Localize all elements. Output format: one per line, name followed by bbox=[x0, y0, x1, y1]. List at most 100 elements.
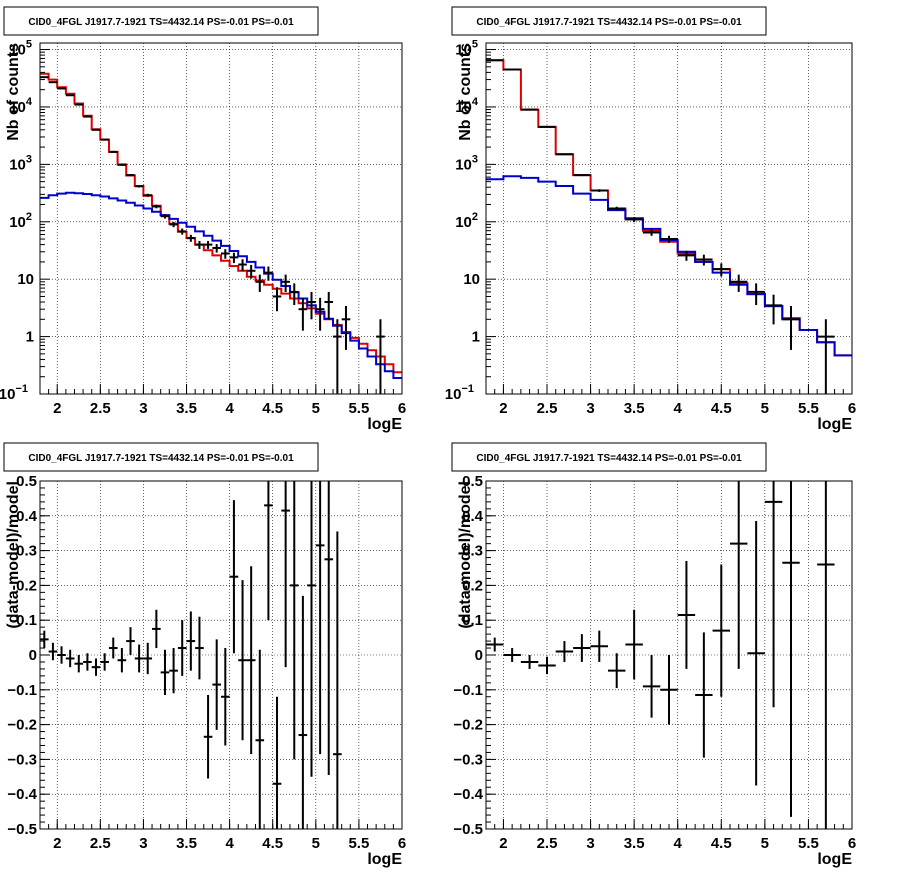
data-point bbox=[538, 656, 556, 675]
y-axis-title: (data-model)/model bbox=[5, 481, 22, 629]
chart-title-box: CID0_4FGL J1917.7-1921 TS=4432.14 PS=-0.… bbox=[451, 442, 767, 472]
y-tick-label: 10 bbox=[463, 271, 480, 288]
y-tick-label: −0.1 bbox=[453, 682, 483, 699]
chart-title: CID0_4FGL J1917.7-1921 TS=4432.14 PS=-0.… bbox=[476, 453, 742, 464]
data-point bbox=[677, 250, 696, 261]
y-tick-exponent: 5 bbox=[26, 39, 32, 51]
histogram-series-1 bbox=[486, 59, 852, 357]
y-tick-label: 0.1 bbox=[16, 612, 37, 629]
data-point bbox=[817, 481, 835, 829]
data-point bbox=[74, 655, 84, 673]
data-point bbox=[590, 630, 608, 662]
data-point bbox=[221, 249, 230, 259]
x-tick-label: 4.5 bbox=[711, 400, 732, 417]
data-point bbox=[126, 627, 135, 655]
grid bbox=[486, 43, 853, 395]
data-point bbox=[712, 263, 730, 277]
y-axis: −0.5 −0.4 −0.3 −0.2 −0.1 0 0.1 0.2 0.3 0.4 0.5 bbox=[453, 473, 496, 838]
x-tick-label: 6 bbox=[848, 835, 856, 852]
x-tick-label: 2.5 bbox=[90, 835, 111, 852]
x-tick-label: 2.5 bbox=[537, 835, 558, 852]
chart-title-box: CID0_4FGL J1917.7-1921 TS=4432.14 PS=-0.… bbox=[451, 6, 767, 36]
data-point bbox=[255, 274, 265, 292]
y-tick-exponent: 2 bbox=[472, 211, 478, 223]
title-box-frame bbox=[3, 6, 319, 36]
x-tick-label: 4 bbox=[674, 835, 683, 852]
y-tick-label: 104 bbox=[455, 96, 479, 116]
y-tick-label: 0.2 bbox=[16, 577, 37, 594]
y-tick-label: −0.1 bbox=[7, 682, 37, 699]
data-point bbox=[764, 294, 783, 325]
data-point bbox=[677, 561, 696, 669]
x-tick-label: 2 bbox=[53, 400, 61, 417]
data-point bbox=[246, 264, 256, 279]
y-axis-title: Nb of counts bbox=[5, 43, 22, 141]
y-tick-base: 10 bbox=[455, 214, 472, 231]
data-point bbox=[272, 287, 282, 312]
y-tick-label: −0.2 bbox=[7, 717, 37, 734]
title-box-frame bbox=[451, 6, 767, 36]
y-tick-exponent: 3 bbox=[472, 153, 478, 165]
chart-panel-2: CID0_4FGL J1917.7-1921 TS=4432.14 PS=-0.… bbox=[445, 6, 856, 433]
y-tick-label: 10−1 bbox=[0, 383, 28, 403]
y-tick-base: 10 bbox=[445, 386, 462, 403]
data-point bbox=[660, 655, 678, 725]
data-point bbox=[573, 634, 591, 662]
y-tick-exponent: −1 bbox=[15, 383, 28, 395]
data-point bbox=[730, 274, 748, 292]
y-tick-label: 0.2 bbox=[462, 577, 483, 594]
data-point bbox=[747, 283, 765, 305]
data-point bbox=[298, 595, 308, 829]
x-tick-label: 3 bbox=[586, 400, 594, 417]
data-point bbox=[747, 521, 765, 786]
data-point bbox=[152, 609, 161, 649]
y-tick-label: 1 bbox=[26, 329, 34, 346]
y-tick-exponent: 4 bbox=[26, 96, 33, 108]
x-tick-label: 2 bbox=[499, 400, 507, 417]
x-axis-title: logE bbox=[817, 416, 852, 433]
data-point bbox=[134, 644, 144, 673]
chart-title: CID0_4FGL J1917.7-1921 TS=4432.14 PS=-0.… bbox=[28, 453, 294, 464]
data-point bbox=[212, 244, 221, 253]
data-point bbox=[281, 481, 290, 668]
data-point bbox=[520, 655, 539, 669]
x-tick-label: 4.5 bbox=[262, 835, 283, 852]
y-tick-label: 0.4 bbox=[16, 508, 38, 525]
histogram-series-2 bbox=[486, 175, 852, 357]
data-point bbox=[186, 611, 196, 671]
x-tick-label: 5.5 bbox=[348, 400, 369, 417]
chart-panel-4: CID0_4FGL J1917.7-1921 TS=4432.14 PS=-0.… bbox=[451, 442, 856, 868]
y-tick-base: 10 bbox=[9, 99, 26, 116]
chart-panel-1: CID0_4FGL J1917.7-1921 TS=4432.14 PS=-0.… bbox=[0, 6, 406, 433]
x-axis: 2 2.5 3 3.5 4 4.5 5 5.5 6 bbox=[485, 384, 856, 417]
x-tick-label: 3.5 bbox=[624, 835, 645, 852]
data-point bbox=[100, 653, 109, 671]
y-tick-label: 0.5 bbox=[16, 473, 37, 490]
data-point bbox=[573, 174, 591, 177]
y-tick-base: 10 bbox=[463, 271, 480, 288]
data-point bbox=[289, 481, 299, 760]
x-tick-label: 6 bbox=[848, 400, 856, 417]
data-point bbox=[272, 696, 282, 829]
data-points bbox=[486, 481, 835, 829]
data-point bbox=[315, 481, 325, 755]
data-point bbox=[195, 240, 204, 249]
data-point bbox=[307, 291, 316, 320]
y-tick-label: −0.5 bbox=[453, 821, 483, 838]
data-point bbox=[289, 283, 299, 305]
y-tick-label: 105 bbox=[9, 39, 32, 59]
data-point bbox=[238, 259, 247, 272]
plot-frame bbox=[39, 42, 403, 395]
data-point bbox=[817, 319, 835, 394]
y-tick-base: 10 bbox=[9, 214, 26, 231]
x-tick-label: 4.5 bbox=[262, 400, 283, 417]
y-tick-label: −0.4 bbox=[7, 786, 37, 803]
x-tick-label: 5 bbox=[312, 835, 320, 852]
x-axis-title: logE bbox=[367, 416, 402, 433]
y-tick-label: 10−1 bbox=[445, 383, 474, 403]
y-tick-label: 10 bbox=[17, 271, 34, 288]
y-tick-base: 10 bbox=[455, 42, 472, 59]
data-point bbox=[91, 658, 101, 676]
x-tick-label: 5 bbox=[761, 400, 769, 417]
